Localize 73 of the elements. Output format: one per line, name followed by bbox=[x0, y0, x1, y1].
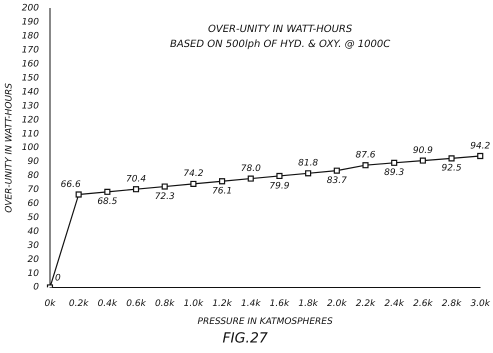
point bbox=[190, 180, 196, 187]
data-label: 90.9 bbox=[412, 146, 434, 156]
y-tick-label: 180 bbox=[22, 32, 40, 42]
y-tick-label: 190 bbox=[22, 18, 40, 28]
x-tick-label: 2.6k bbox=[413, 299, 434, 310]
x-tick-label: 0.8k bbox=[154, 299, 176, 310]
data-label: 79.9 bbox=[269, 181, 290, 192]
data-label: 89.3 bbox=[384, 168, 404, 178]
point bbox=[162, 183, 168, 190]
x-tick-label: 0.4k bbox=[98, 299, 118, 310]
x-tick-label: 2.4k bbox=[384, 299, 405, 310]
point bbox=[219, 178, 226, 184]
text: BASED ON 500lph OF HYD. & OXY. @ 1000C bbox=[170, 38, 390, 50]
y-tick-label: 30 bbox=[28, 240, 40, 251]
y-tick-label: 170 bbox=[22, 46, 40, 56]
data-label: 0 bbox=[54, 274, 61, 284]
y-tick-label: 160 bbox=[22, 60, 40, 70]
y-tick-label: 200 bbox=[22, 4, 40, 14]
x-tick-label: 2.8k bbox=[442, 299, 462, 310]
point bbox=[448, 155, 455, 162]
y-tick-label: 20 bbox=[28, 254, 40, 265]
y-tick-label: 130 bbox=[22, 101, 40, 112]
y-tick-label: 100 bbox=[22, 143, 40, 154]
point bbox=[391, 160, 398, 166]
data-label: 74.2 bbox=[183, 169, 204, 180]
point bbox=[132, 186, 140, 192]
y-tick-label: 60 bbox=[28, 199, 40, 210]
x-tick-label: 0.2k bbox=[68, 299, 90, 310]
data-label: 94.2 bbox=[470, 141, 491, 152]
point bbox=[104, 188, 110, 195]
y-tick-label: 90 bbox=[28, 157, 40, 168]
point bbox=[305, 170, 312, 176]
data-label: 83.7 bbox=[326, 176, 348, 186]
data-label: 70.4 bbox=[126, 174, 146, 185]
point bbox=[334, 168, 340, 174]
point bbox=[276, 172, 283, 180]
y-tick-label: 120 bbox=[22, 115, 40, 126]
point bbox=[477, 152, 484, 160]
data-label: 68.5 bbox=[97, 197, 118, 208]
x-tick-label: 1.6k bbox=[270, 299, 290, 310]
point bbox=[362, 162, 369, 168]
x-axis-title: PRESSURE IN KATMOSPHERES bbox=[198, 316, 333, 327]
x-tick-label: 2.2k bbox=[356, 299, 376, 310]
y-axis-title: OVER-UNITY IN WATT-HOURS bbox=[4, 82, 15, 213]
x-tick-label: 3.0k bbox=[470, 299, 491, 310]
x-tick-label: 0k bbox=[44, 299, 56, 310]
y-tick-label: 10 bbox=[28, 268, 40, 279]
data-label: 72.3 bbox=[154, 192, 176, 202]
y-tick-label: 50 bbox=[28, 212, 40, 223]
y-tick-label: 110 bbox=[22, 129, 40, 140]
x-tick-label: 2.0k bbox=[327, 299, 348, 310]
y-tick-label: 80 bbox=[28, 171, 40, 182]
x-tick-label: 1.8k bbox=[298, 299, 319, 310]
y-tick-label: 40 bbox=[28, 226, 40, 237]
x-tick-label: 1.4k bbox=[241, 299, 262, 310]
x-tick-label: 1.0k bbox=[184, 299, 204, 310]
y-tick-label: 140 bbox=[22, 87, 40, 98]
x-tick-label: 0.6k bbox=[126, 299, 147, 310]
y-tick-label: 0 bbox=[33, 282, 40, 293]
data-label: 81.8 bbox=[298, 158, 318, 169]
y-tick-label: 70 bbox=[28, 185, 40, 196]
caption: FIG.27 bbox=[222, 330, 268, 347]
text: OVER-UNITY IN WATT-HOURS bbox=[208, 24, 353, 35]
y-tick-label: 150 bbox=[22, 73, 40, 84]
data-label: 76.1 bbox=[212, 186, 232, 197]
point bbox=[76, 191, 82, 198]
point bbox=[248, 176, 254, 182]
point bbox=[420, 158, 426, 164]
data-label: 92.5 bbox=[442, 164, 462, 174]
data-label: 78.0 bbox=[240, 164, 262, 174]
data-label: 66.6 bbox=[60, 180, 81, 190]
x-tick-label: 1.2k bbox=[212, 299, 233, 310]
data-label: 87.6 bbox=[355, 150, 376, 161]
